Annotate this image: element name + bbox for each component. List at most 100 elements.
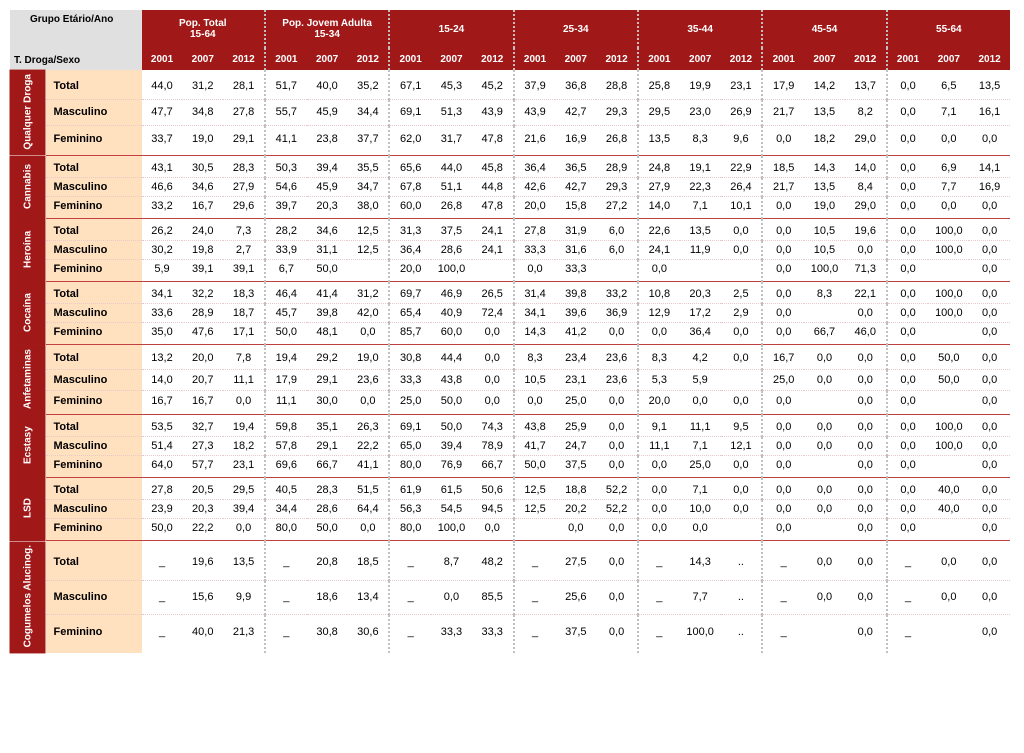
sex-label: Masculino [46, 500, 142, 519]
data-cell: 33,2 [596, 282, 638, 304]
data-cell: 0,0 [887, 345, 929, 369]
data-cell: 32,7 [182, 415, 223, 437]
data-cell: 0,0 [555, 519, 596, 541]
data-cell: 18,2 [223, 437, 265, 456]
table-row: Feminino64,057,723,169,666,741,180,076,9… [10, 456, 1010, 478]
data-cell: 0,0 [887, 519, 929, 541]
data-cell: 80,0 [389, 456, 431, 478]
data-cell: 64,0 [142, 456, 183, 478]
data-cell: 51,7 [265, 70, 307, 99]
data-cell: 25,0 [555, 390, 596, 414]
data-cell: 25,0 [389, 390, 431, 414]
table-row: Feminino50,022,20,080,050,00,080,0100,00… [10, 519, 1010, 541]
data-cell: 7,1 [680, 197, 721, 219]
data-cell: 23,6 [596, 369, 638, 390]
data-cell: 26,2 [142, 219, 183, 241]
data-cell: 65,0 [389, 437, 431, 456]
data-cell: 33,3 [555, 260, 596, 282]
data-cell: 40,9 [431, 304, 472, 323]
data-cell: _ [762, 541, 804, 581]
data-cell: 17,1 [223, 323, 265, 345]
year-header: 2007 [431, 48, 472, 70]
data-cell: 20,3 [182, 500, 223, 519]
sex-label: Feminino [46, 519, 142, 541]
data-cell: 0,0 [638, 478, 680, 500]
data-cell: 14,0 [142, 369, 183, 390]
data-cell: 33,3 [472, 614, 514, 653]
year-header: 2012 [845, 48, 887, 70]
data-cell: 26,5 [472, 282, 514, 304]
data-cell: 20,0 [389, 260, 431, 282]
data-cell: 45,8 [472, 156, 514, 178]
data-cell: 27,2 [596, 197, 638, 219]
data-cell: 100,0 [928, 241, 969, 260]
data-cell: 15,6 [182, 580, 223, 614]
data-cell: 13,7 [845, 70, 887, 99]
data-cell: 35,1 [307, 415, 348, 437]
data-cell: 34,6 [182, 178, 223, 197]
drug-group: CannabisTotal43,130,528,350,339,435,565,… [10, 156, 1010, 219]
data-cell: 25,0 [762, 369, 804, 390]
data-cell [472, 260, 514, 282]
data-cell: 0,0 [928, 580, 969, 614]
data-cell: 26,8 [596, 125, 638, 155]
data-cell: _ [514, 614, 556, 653]
data-cell [804, 304, 845, 323]
data-cell: 0,0 [845, 415, 887, 437]
data-cell: 34,4 [347, 99, 389, 125]
data-cell: 0,0 [887, 390, 929, 414]
data-cell: 0,0 [596, 456, 638, 478]
data-cell: 0,0 [887, 156, 929, 178]
data-cell: 42,0 [347, 304, 389, 323]
drug-label: Heroína [10, 219, 46, 282]
data-cell: 0,0 [721, 219, 763, 241]
age-group-header: Pop. Jovem Adulta15-34 [265, 10, 389, 48]
data-cell: 0,0 [762, 219, 804, 241]
data-cell [347, 260, 389, 282]
data-cell: 29,6 [223, 197, 265, 219]
sex-label: Total [46, 478, 142, 500]
data-cell: 7,7 [680, 580, 721, 614]
table-row: Feminino35,047,617,150,048,10,085,760,00… [10, 323, 1010, 345]
data-cell: 0,0 [887, 197, 929, 219]
data-cell: 6,0 [596, 219, 638, 241]
data-cell: 0,0 [762, 125, 804, 155]
data-cell: 31,9 [555, 219, 596, 241]
data-cell: 20,5 [182, 478, 223, 500]
table-row: Feminino33,216,729,639,720,338,060,026,8… [10, 197, 1010, 219]
data-cell: 34,6 [307, 219, 348, 241]
data-cell [928, 614, 969, 653]
data-cell: 67,1 [389, 70, 431, 99]
data-cell: _ [514, 541, 556, 581]
data-cell: 0,0 [596, 614, 638, 653]
data-cell: 20,7 [182, 369, 223, 390]
data-cell: 16,9 [555, 125, 596, 155]
data-cell: 0,0 [887, 500, 929, 519]
data-cell: 41,7 [514, 437, 556, 456]
data-cell: 10,0 [680, 500, 721, 519]
data-cell: 29,0 [845, 125, 887, 155]
data-cell: 100,0 [928, 282, 969, 304]
data-cell: _ [389, 541, 431, 581]
data-cell: 24,7 [555, 437, 596, 456]
data-cell: 9,6 [721, 125, 763, 155]
data-cell: _ [142, 614, 183, 653]
data-cell: 33,2 [142, 197, 183, 219]
data-cell: 6,7 [265, 260, 307, 282]
data-cell: 0,0 [472, 390, 514, 414]
data-cell: 0,0 [845, 580, 887, 614]
data-cell: 0,0 [762, 241, 804, 260]
data-cell: 18,5 [762, 156, 804, 178]
data-cell: 39,1 [223, 260, 265, 282]
data-cell: 16,7 [762, 345, 804, 369]
data-cell: 0,0 [804, 500, 845, 519]
year-header: 2001 [887, 48, 929, 70]
year-header: 2007 [928, 48, 969, 70]
data-cell: 43,9 [472, 99, 514, 125]
data-cell: 0,0 [969, 369, 1010, 390]
data-cell: 22,3 [680, 178, 721, 197]
age-group-header: 55-64 [887, 10, 1010, 48]
data-cell: 34,4 [265, 500, 307, 519]
drug-group: Qualquer DrogaTotal44,031,228,151,740,03… [10, 70, 1010, 156]
data-cell: 38,0 [347, 197, 389, 219]
